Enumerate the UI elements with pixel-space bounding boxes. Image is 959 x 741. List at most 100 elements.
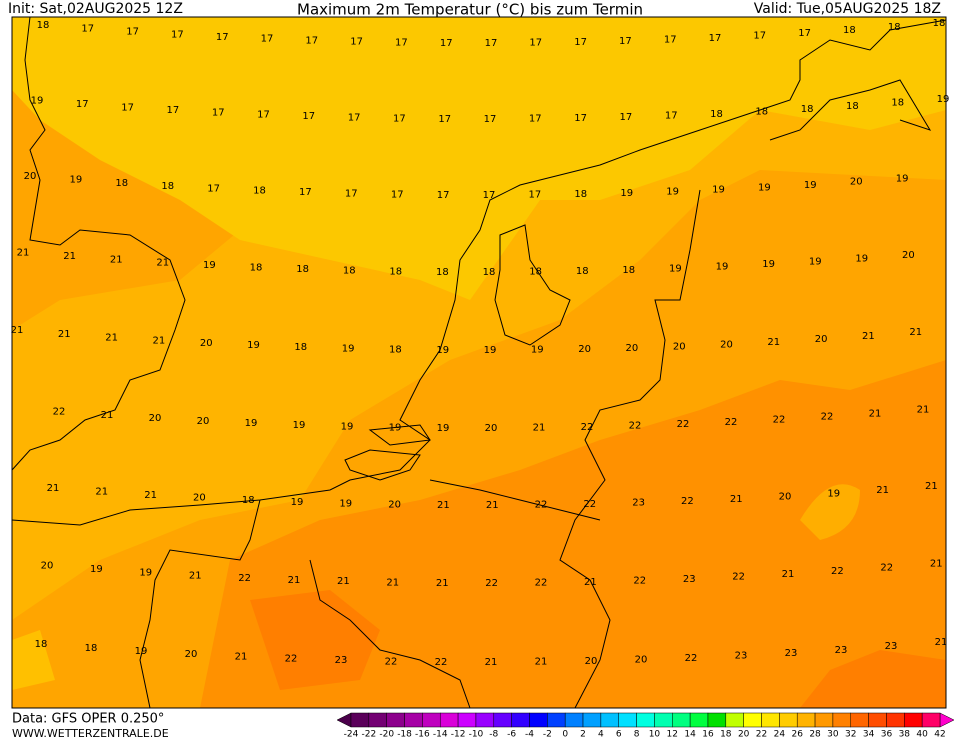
colorbar-label: 40 [916, 730, 928, 740]
temperature-label: 19 [203, 260, 216, 271]
temperature-label: 19 [669, 263, 682, 274]
colorbar-label: 42 [934, 730, 945, 740]
colorbar-label: -4 [525, 730, 534, 740]
temperature-label: 22 [285, 654, 298, 665]
temperature-label: 20 [850, 177, 863, 188]
temperature-label: 18 [710, 109, 723, 120]
temperature-label: 19 [139, 568, 152, 579]
temperature-label: 22 [435, 657, 448, 668]
temperature-label: 17 [216, 32, 229, 43]
temperature-label: 18 [801, 104, 814, 115]
temperature-label: 17 [207, 183, 220, 194]
temperature-label: 17 [798, 28, 811, 39]
temperature-label: 17 [81, 24, 94, 35]
temperature-label: 22 [773, 415, 786, 426]
temperature-label: 20 [193, 493, 206, 504]
temperature-label: 18 [574, 189, 587, 200]
temperature-label: 21 [63, 251, 76, 262]
temperature-label: 19 [342, 343, 355, 354]
colorbar-label: 24 [774, 730, 786, 740]
colorbar-swatch [350, 712, 370, 728]
temperature-label: 21 [917, 405, 930, 416]
colorbar-swatch [475, 712, 495, 728]
borders-be-fr-lu [139, 479, 601, 709]
temperature-label: 17 [753, 31, 766, 42]
colorbar-label: 8 [634, 730, 640, 740]
colorbar-label: 4 [598, 730, 604, 740]
ijsselmeer [494, 224, 571, 346]
temperature-label: 19 [293, 420, 306, 431]
temperature-label: 21 [436, 578, 449, 589]
temperature-label: 17 [126, 27, 139, 38]
temperature-label: 20 [626, 343, 639, 354]
coastline-de-north [769, 79, 932, 141]
colorbar-label: 0 [562, 730, 568, 740]
temperature-label: 21 [862, 331, 875, 342]
colorbar-label: -22 [361, 730, 376, 740]
temperature-label: 19 [762, 259, 775, 270]
temperature-label: 19 [804, 180, 817, 191]
temperature-label: 17 [391, 189, 404, 200]
temperature-label: 19 [437, 423, 450, 434]
temperature-label: 23 [735, 651, 748, 662]
colorbar-swatch [904, 712, 923, 728]
temperature-label: 21 [930, 558, 943, 569]
temperature-label: 20 [200, 338, 213, 349]
temperature-label: 22 [583, 499, 596, 510]
temperature-label: 22 [485, 578, 498, 589]
colorbar-swatch [404, 712, 423, 728]
colorbar-label: -14 [433, 730, 448, 740]
colorbar-label: 10 [649, 730, 661, 740]
temperature-label: 17 [709, 33, 722, 44]
temperature-label: 19 [531, 345, 544, 356]
temperature-label: 18 [843, 25, 856, 36]
temperature-label: 21 [337, 576, 350, 587]
field-19-patch [800, 484, 860, 540]
temperature-label: 17 [348, 113, 361, 124]
temperature-label: 22 [238, 573, 251, 584]
temperature-label: 20 [902, 250, 915, 261]
temperature-label: 21 [189, 570, 202, 581]
temperature-label: 21 [535, 657, 548, 668]
colorbar-swatch [439, 712, 459, 728]
temperature-label: 20 [388, 499, 401, 510]
temperature-label: 19 [389, 422, 402, 433]
temperature-label: 17 [484, 114, 497, 125]
temperature-label: 17 [574, 37, 587, 48]
colorbar-swatch [868, 712, 887, 728]
border-nl-de [559, 189, 701, 709]
temperature-label: 18 [161, 181, 174, 192]
temperature-label: 23 [835, 645, 848, 656]
temperature-label: 21 [925, 481, 938, 492]
temperature-label: 20 [24, 171, 37, 182]
temperature-label: 21 [533, 423, 546, 434]
colorbar-swatch [582, 712, 602, 728]
temperature-label: 21 [584, 577, 597, 588]
temperature-label: 19 [70, 175, 83, 186]
temperature-label: 17 [171, 29, 184, 40]
temperature-label: 18 [115, 178, 128, 189]
colorbar-swatch [636, 712, 655, 728]
colorbar-label: 36 [881, 730, 893, 740]
temperature-label: 18 [242, 495, 255, 506]
temperature-label: 17 [440, 38, 453, 49]
temperature-label: 22 [535, 500, 548, 511]
temperature-label: 17 [620, 112, 633, 123]
temperature-label: 21 [909, 327, 922, 338]
temperature-label: 17 [483, 190, 496, 201]
temperature-label: 18 [389, 344, 402, 355]
colorbar-label: 6 [616, 730, 622, 740]
temperature-label: 18 [576, 266, 589, 277]
colorbar-label: 30 [827, 730, 839, 740]
temperature-label: 19 [484, 345, 497, 356]
valid-time: Valid: Tue,05AUG2025 18Z [754, 1, 941, 17]
temperature-label: 19 [758, 182, 771, 193]
colorbar-label: 22 [756, 730, 767, 740]
temperature-label: 17 [257, 110, 270, 121]
field-22-23 [200, 360, 946, 708]
colorbar-label: 28 [809, 730, 821, 740]
temperature-label: 19 [827, 488, 840, 499]
temperature-label: 20 [41, 560, 54, 571]
data-source: Data: GFS OPER 0.250° [12, 712, 164, 727]
temperature-label: 19 [90, 564, 103, 575]
